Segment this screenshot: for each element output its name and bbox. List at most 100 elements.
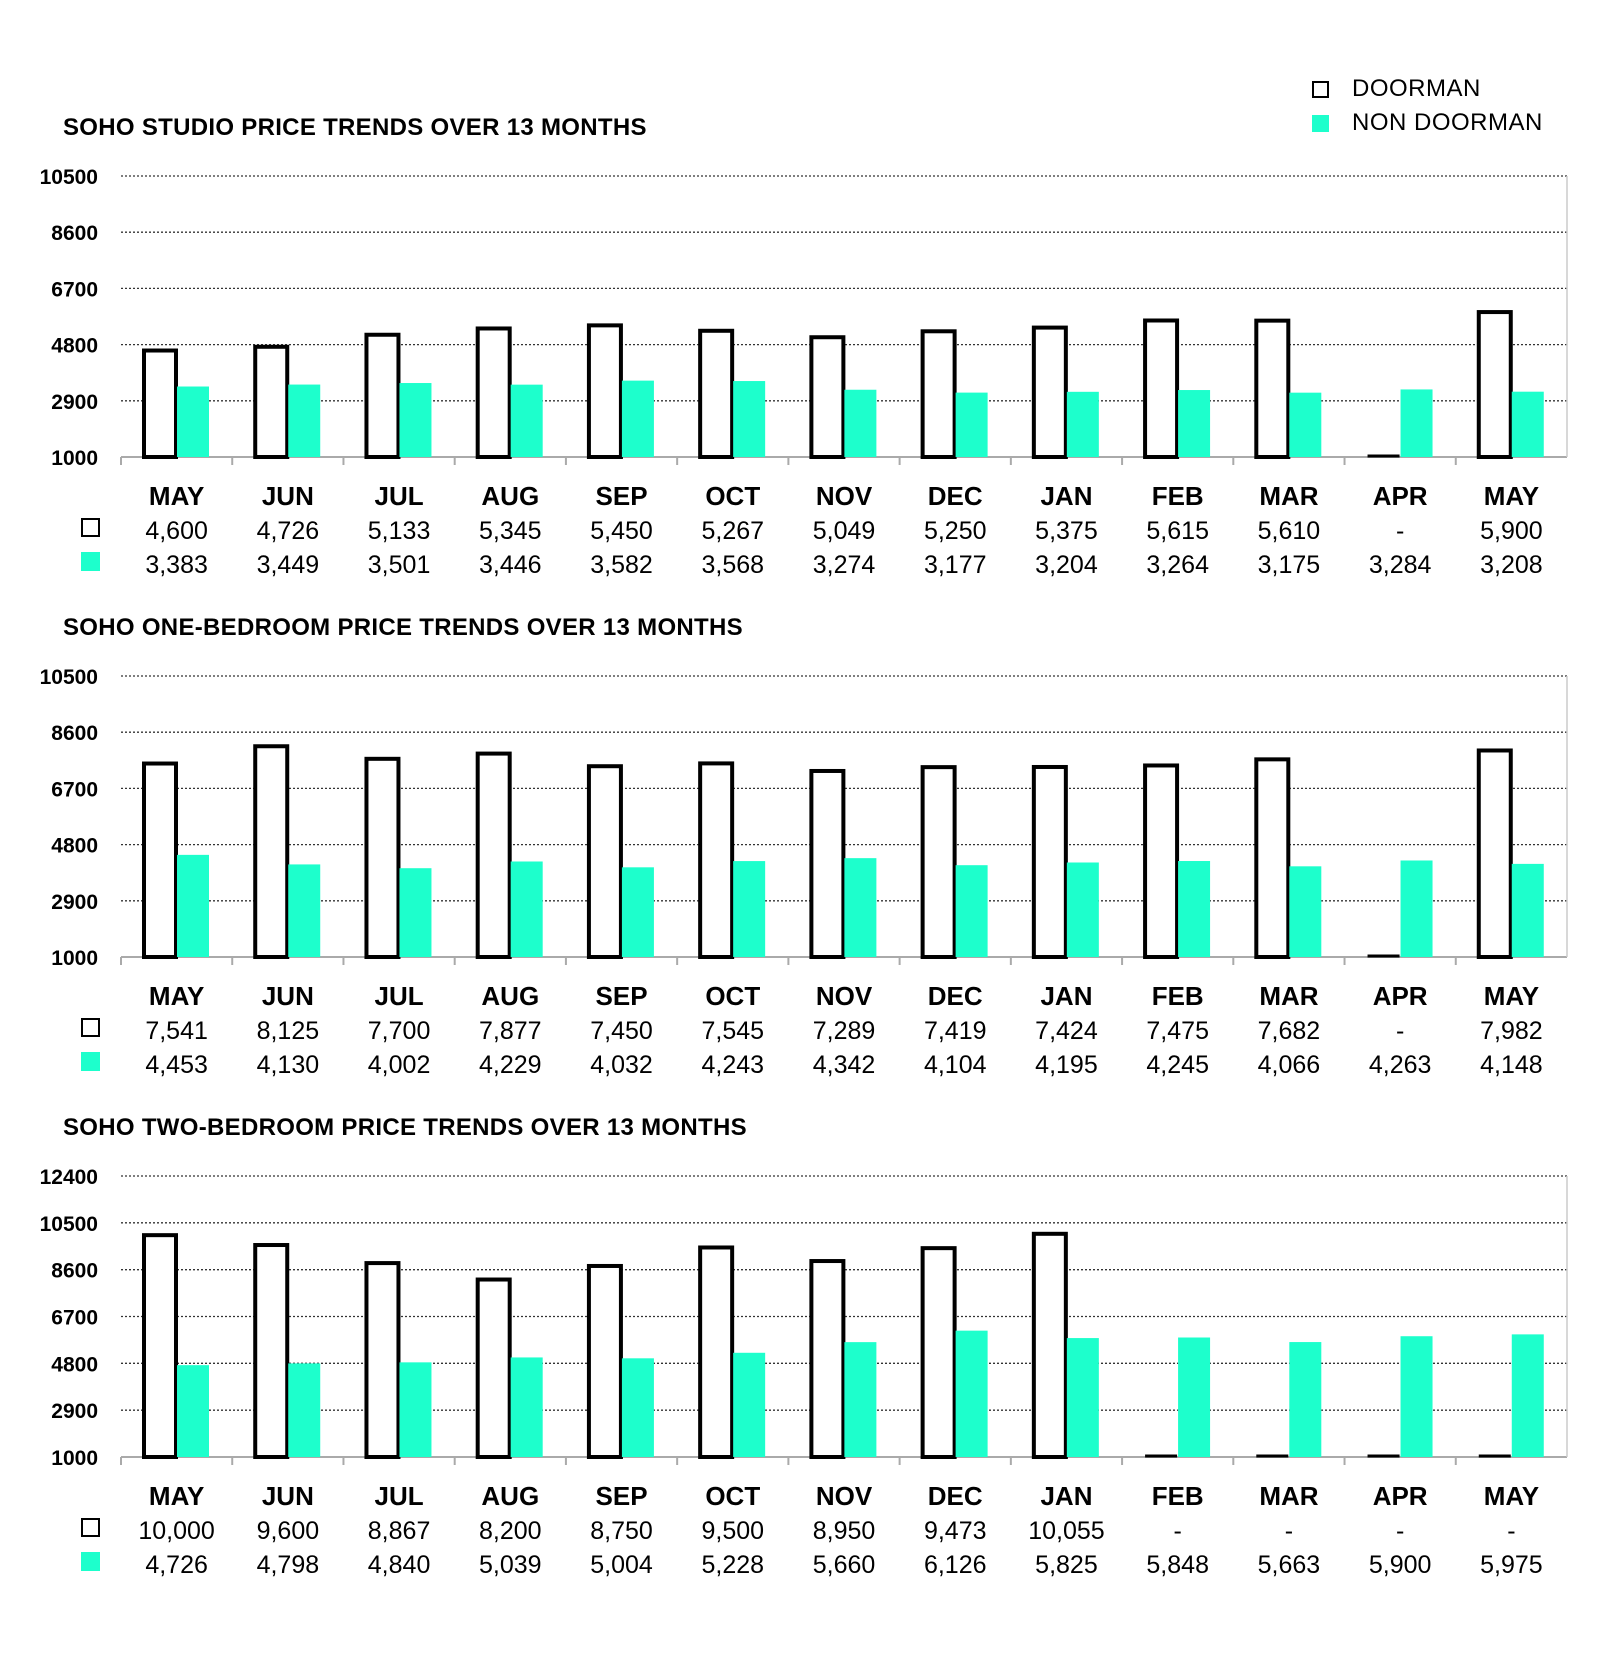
category-label: FEB xyxy=(1152,981,1204,1011)
doorman-bar xyxy=(698,761,735,959)
doorman-bar xyxy=(142,761,178,959)
doorman-bar xyxy=(364,1261,401,1459)
non-doorman-bar xyxy=(1066,1338,1099,1457)
non-doorman-bar xyxy=(399,868,432,957)
non-doorman-bar xyxy=(288,864,321,957)
doorman-value-label: 9,500 xyxy=(701,1517,764,1545)
y-tick-label: 10500 xyxy=(40,166,98,189)
non-doorman-row-marker-icon xyxy=(81,1552,100,1571)
doorman-swatch-icon xyxy=(1312,80,1329,98)
chart-one-bedroom: 10500 8600 6700 4800 2900 1000 MAY 7,541 4,453 JU… xyxy=(40,666,1568,1079)
non-doorman-bar xyxy=(955,1330,988,1457)
doorman-bar xyxy=(698,328,735,460)
doorman-value-label: 8,950 xyxy=(813,1517,876,1545)
non-doorman-bar xyxy=(1178,390,1211,457)
category-label: NOV xyxy=(816,981,873,1011)
y-tick-label: 8600 xyxy=(51,1260,98,1283)
doorman-bar xyxy=(1476,748,1513,960)
category-label: JUL xyxy=(375,481,424,511)
category-label: SEP xyxy=(596,981,648,1011)
non-doorman-bar xyxy=(844,389,877,457)
doorman-bar xyxy=(809,768,846,959)
doorman-bar xyxy=(1031,325,1068,459)
non-doorman-bar xyxy=(621,1358,654,1457)
category-label: SEP xyxy=(596,1481,648,1511)
non-doorman-value-label: 4,195 xyxy=(1035,1051,1098,1079)
non-doorman-bar xyxy=(1289,392,1322,457)
non-doorman-bar xyxy=(1178,861,1211,957)
doorman-value-label: 7,541 xyxy=(145,1017,208,1045)
doorman-value-label: 7,424 xyxy=(1035,1017,1098,1045)
non-doorman-bar xyxy=(1066,862,1099,957)
non-doorman-value-label: 5,848 xyxy=(1146,1551,1209,1579)
non-doorman-row-marker-icon xyxy=(81,552,100,571)
non-doorman-bar xyxy=(621,380,654,457)
non-doorman-bar xyxy=(1289,1342,1322,1457)
category-label: OCT xyxy=(705,481,760,511)
doorman-value-label: 5,615 xyxy=(1146,517,1209,545)
doorman-value-label: 7,289 xyxy=(813,1017,876,1045)
non-doorman-bar xyxy=(399,1362,432,1457)
category-label: AUG xyxy=(481,981,539,1011)
doorman-value-label: - xyxy=(1507,1517,1515,1545)
category-label: FEB xyxy=(1152,1481,1204,1511)
category-label: AUG xyxy=(481,481,539,511)
y-tick-label: 2900 xyxy=(51,1400,98,1423)
doorman-value-label: 5,900 xyxy=(1480,517,1543,545)
non-doorman-value-label: 3,208 xyxy=(1480,551,1543,579)
non-doorman-bar xyxy=(1289,866,1322,957)
category-label: NOV xyxy=(816,481,873,511)
non-doorman-value-label: 3,449 xyxy=(257,551,320,579)
y-tick-label: 2900 xyxy=(51,891,98,914)
doorman-bar xyxy=(586,1263,623,1459)
doorman-value-label: 7,475 xyxy=(1146,1017,1209,1045)
non-doorman-value-label: 4,229 xyxy=(479,1051,542,1079)
category-label: JUL xyxy=(375,1481,424,1511)
doorman-bar xyxy=(1143,318,1180,459)
non-doorman-value-label: 4,243 xyxy=(701,1051,764,1079)
doorman-bar xyxy=(364,332,401,459)
non-doorman-value-label: 4,342 xyxy=(813,1051,876,1079)
y-tick-label: 1000 xyxy=(51,947,98,970)
category-label: MAR xyxy=(1259,1481,1318,1511)
doorman-value-label: - xyxy=(1396,1017,1404,1045)
non-doorman-bar xyxy=(177,1365,209,1457)
doorman-value-label: 7,419 xyxy=(924,1017,987,1045)
non-doorman-bar xyxy=(733,1352,766,1457)
category-label: NOV xyxy=(816,1481,873,1511)
non-doorman-value-label: 4,002 xyxy=(368,1051,431,1079)
doorman-bar xyxy=(142,1233,178,1459)
non-doorman-bar xyxy=(1066,391,1099,457)
category-label: MAY xyxy=(149,481,204,511)
doorman-row-marker-icon xyxy=(81,518,100,537)
doorman-value-label: 7,682 xyxy=(1258,1017,1321,1045)
category-label: FEB xyxy=(1152,481,1204,511)
category-label: MAY xyxy=(149,981,204,1011)
doorman-bar xyxy=(475,1277,512,1459)
non-doorman-value-label: 4,263 xyxy=(1369,1051,1432,1079)
doorman-value-label: 5,450 xyxy=(590,517,653,545)
category-label: SEP xyxy=(596,481,648,511)
doorman-bar xyxy=(809,335,846,460)
doorman-value-label: 10,000 xyxy=(138,1517,214,1545)
non-doorman-bar xyxy=(288,384,321,457)
legend: DOORMAN NON DOORMAN xyxy=(1312,72,1543,140)
doorman-row-marker-icon xyxy=(81,1518,100,1537)
doorman-value-label: 7,700 xyxy=(368,1017,431,1045)
doorman-bar xyxy=(1143,763,1180,959)
doorman-value-label: 5,610 xyxy=(1258,517,1321,545)
non-doorman-value-label: 3,284 xyxy=(1369,551,1432,579)
chart-studio: 10500 8600 6700 4800 2900 1000 MAY 4,600 3,383 JU… xyxy=(40,166,1568,579)
non-doorman-bar xyxy=(733,861,766,957)
y-tick-label: 4800 xyxy=(51,835,98,858)
doorman-value-label: 8,750 xyxy=(590,1517,653,1545)
non-doorman-value-label: 5,975 xyxy=(1480,1551,1543,1579)
doorman-value-label: 5,375 xyxy=(1035,517,1098,545)
non-doorman-bar xyxy=(733,381,766,457)
legend-label-doorman: DOORMAN xyxy=(1352,75,1481,102)
legend-item-doorman: DOORMAN xyxy=(1312,72,1543,106)
doorman-bar xyxy=(142,348,178,459)
non-doorman-bar xyxy=(510,1357,543,1457)
non-doorman-value-label: 4,066 xyxy=(1258,1051,1321,1079)
non-doorman-value-label: 3,446 xyxy=(479,551,542,579)
